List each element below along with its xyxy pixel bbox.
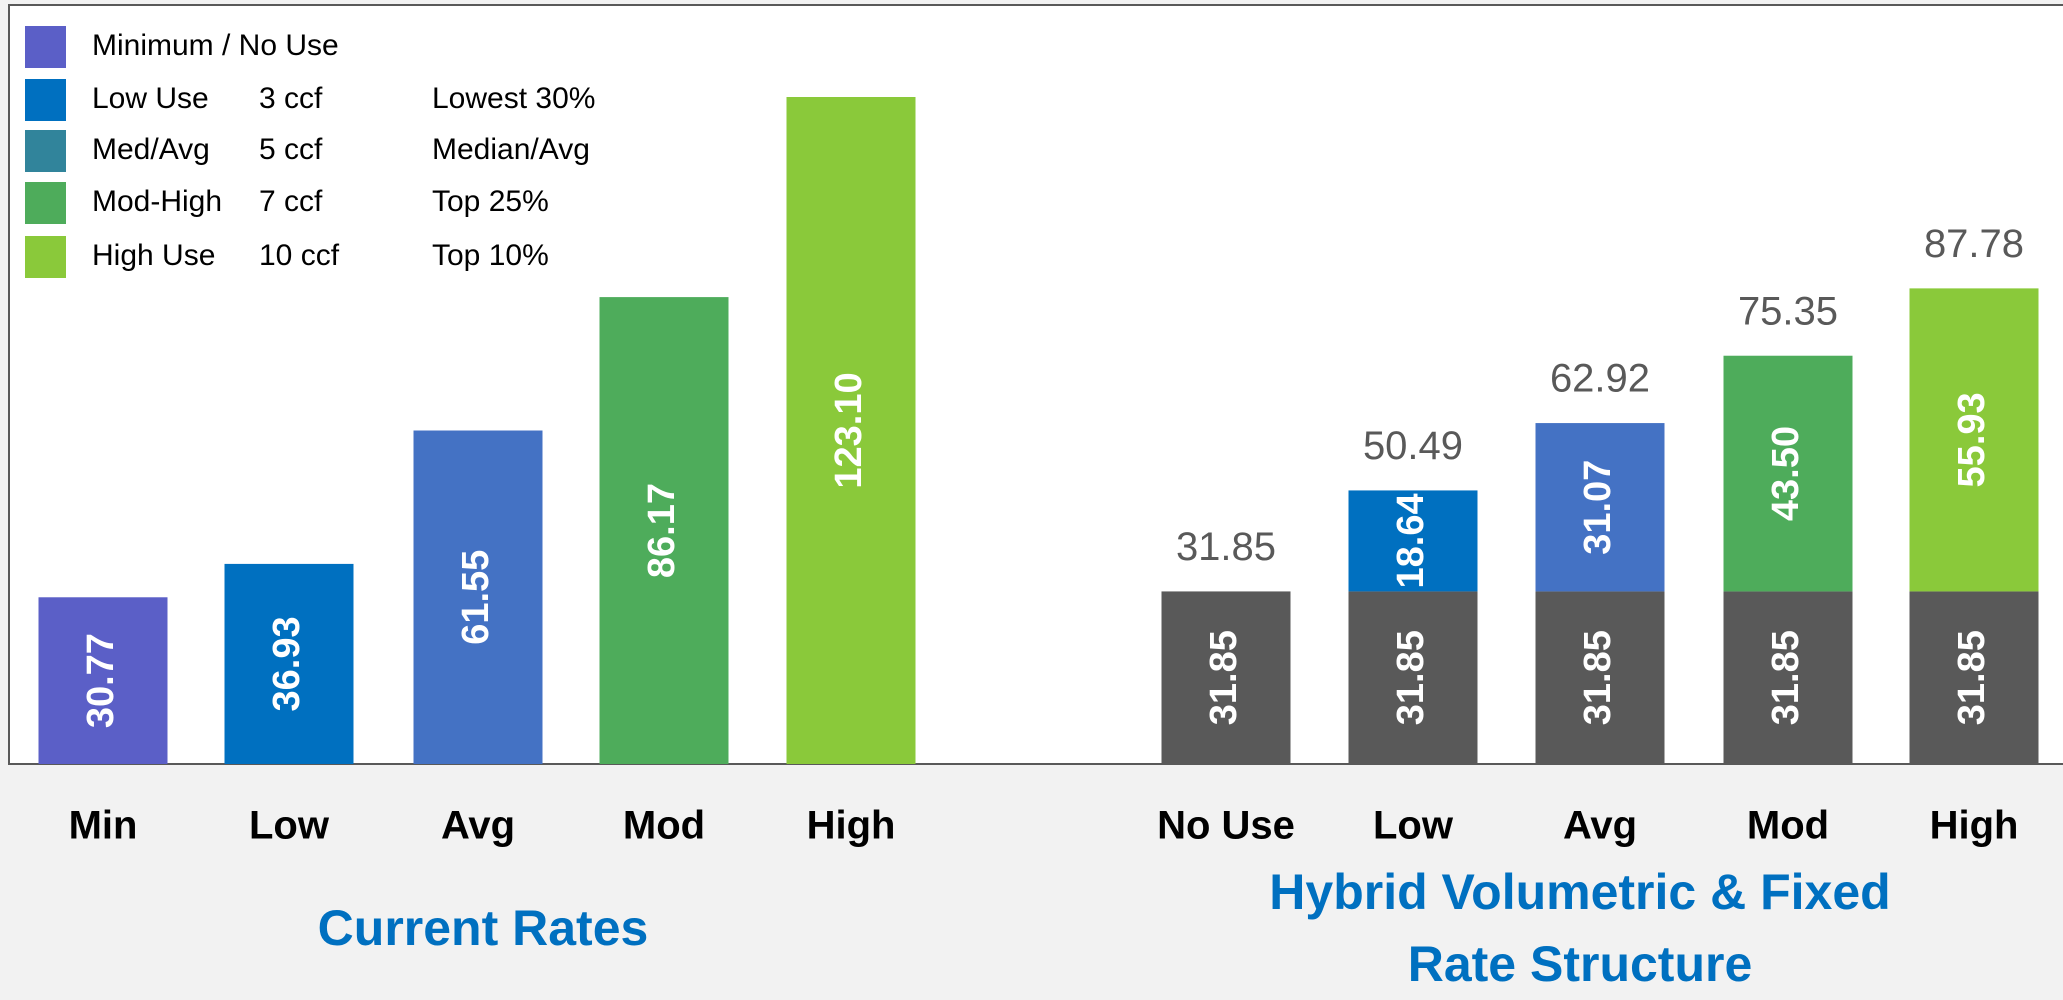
x-tick-label: High: [1930, 804, 2019, 848]
bar-segment: [1909, 288, 2039, 592]
legend-swatch: [25, 130, 66, 172]
legend-percentile: Median/Avg: [432, 133, 590, 166]
value-label: 31.07: [1577, 460, 1619, 555]
total-label: 75.35: [1738, 289, 1838, 333]
bar: [224, 563, 354, 764]
value-label: 55.93: [1951, 392, 1993, 487]
bar-segment: [1348, 591, 1478, 764]
x-label: Hybrid Volumetric & Fixed Rate Structure: [1269, 864, 1891, 992]
legend-name: Minimum / No Use: [92, 29, 339, 62]
bar-segment: [1348, 490, 1478, 592]
x-tick-label: High: [807, 804, 896, 848]
value-label: 18.64: [1390, 493, 1432, 588]
bar-segment: [1161, 591, 1291, 764]
legend-usage: 3 ccf: [259, 82, 323, 115]
x-tick-label: Low: [1373, 804, 1454, 848]
legend-name: Med/Avg: [92, 133, 210, 166]
legend-swatch: [25, 79, 66, 121]
x-tick-label: Avg: [441, 804, 515, 848]
legend-usage: 5 ccf: [259, 133, 323, 166]
total-label: 87.78: [1924, 222, 2024, 266]
value-label: 61.55: [455, 550, 497, 645]
bar: [599, 297, 729, 764]
value-label: 31.85: [1390, 630, 1432, 725]
bar-segment: [1535, 591, 1665, 764]
legend-percentile: Top 10%: [432, 239, 549, 272]
bar: [38, 597, 168, 764]
legend-usage: 7 ccf: [259, 185, 323, 218]
total-label: 31.85: [1176, 525, 1276, 569]
legend-swatch: [25, 26, 66, 68]
value-label: 30.77: [80, 633, 122, 728]
legend-name: High Use: [92, 239, 215, 272]
legend-percentile: Top 25%: [432, 185, 549, 218]
bar: [413, 430, 543, 764]
value-label: 31.85: [1577, 630, 1619, 725]
legend-name: Mod-High: [92, 185, 222, 218]
value-label: 123.10: [828, 372, 870, 488]
value-label: 31.85: [1951, 630, 1993, 725]
value-label: 31.85: [1203, 630, 1245, 725]
total-label: 50.49: [1363, 424, 1463, 468]
legend-swatch: [25, 236, 66, 278]
legend-swatch: [25, 182, 66, 224]
value-label: 86.17: [641, 483, 683, 578]
x-tick-label: Mod: [1747, 804, 1829, 848]
bar-segment: [1723, 591, 1853, 764]
value-label: 43.50: [1765, 426, 1807, 521]
x-tick-label: No Use: [1157, 804, 1295, 848]
value-label: 31.85: [1765, 630, 1807, 725]
bar-segment: [1535, 423, 1665, 592]
x-label: Current Rates: [317, 900, 649, 956]
bar: [786, 97, 916, 764]
total-label: 62.92: [1550, 357, 1650, 401]
legend-percentile: Lowest 30%: [432, 82, 595, 115]
legend-usage: 10 ccf: [259, 239, 340, 272]
x-tick-label: Low: [249, 804, 330, 848]
x-tick-label: Min: [69, 804, 138, 848]
value-label: 36.93: [266, 616, 308, 711]
x-tick-label: Mod: [623, 804, 705, 848]
legend-name: Low Use: [92, 82, 209, 115]
x-tick-label: Avg: [1563, 804, 1637, 848]
bar-segment: [1723, 355, 1853, 592]
bar-segment: [1909, 591, 2039, 764]
